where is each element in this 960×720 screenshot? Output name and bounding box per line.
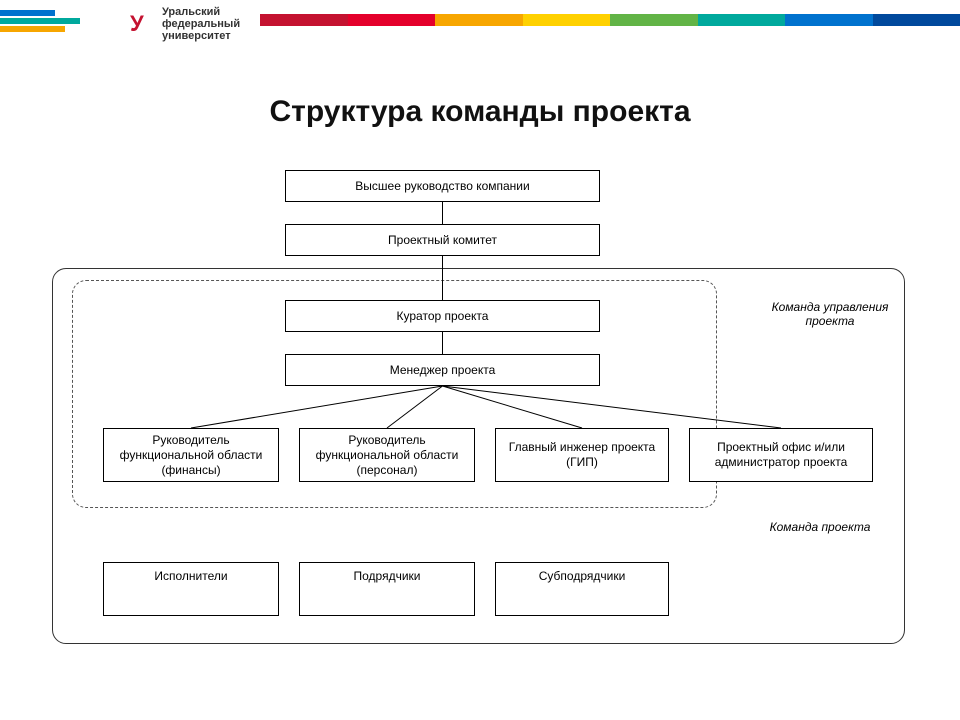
node-chief-engineer: Главный инженер проекта (ГИП) [495,428,669,482]
node-func-lead-finance: Руководитель функциональной области (фин… [103,428,279,482]
header-accent-bars [0,10,80,32]
group-project-team-label: Команда проекта [740,520,900,534]
node-func-lead-personnel: Руководитель функциональной области (пер… [299,428,475,482]
node-executors: Исполнители [103,562,279,616]
node-project-committee: Проектный комитет [285,224,600,256]
uni-line1: Уральский [162,6,240,18]
node-project-office: Проектный офис и/или администратор проек… [689,428,873,482]
university-logo: У Уральский федеральный университет [130,6,240,42]
header-rainbow-stripe [260,14,960,26]
university-name: Уральский федеральный университет [162,6,240,42]
org-chart: Команда управления проекта Команда проек… [0,170,960,700]
uni-line2: федеральный [162,18,240,30]
slide-title: Структура команды проекта [0,95,960,129]
group-management-team-label: Команда управления проекта [750,300,910,328]
uni-line3: университет [162,30,240,42]
node-project-manager: Менеджер проекта [285,354,600,386]
node-contractors: Подрядчики [299,562,475,616]
node-project-curator: Куратор проекта [285,300,600,332]
logo-mark-icon: У [130,8,156,40]
slide-header: У Уральский федеральный университет [0,0,960,50]
node-subcontractors: Субподрядчики [495,562,669,616]
node-top-management: Высшее руководство компании [285,170,600,202]
